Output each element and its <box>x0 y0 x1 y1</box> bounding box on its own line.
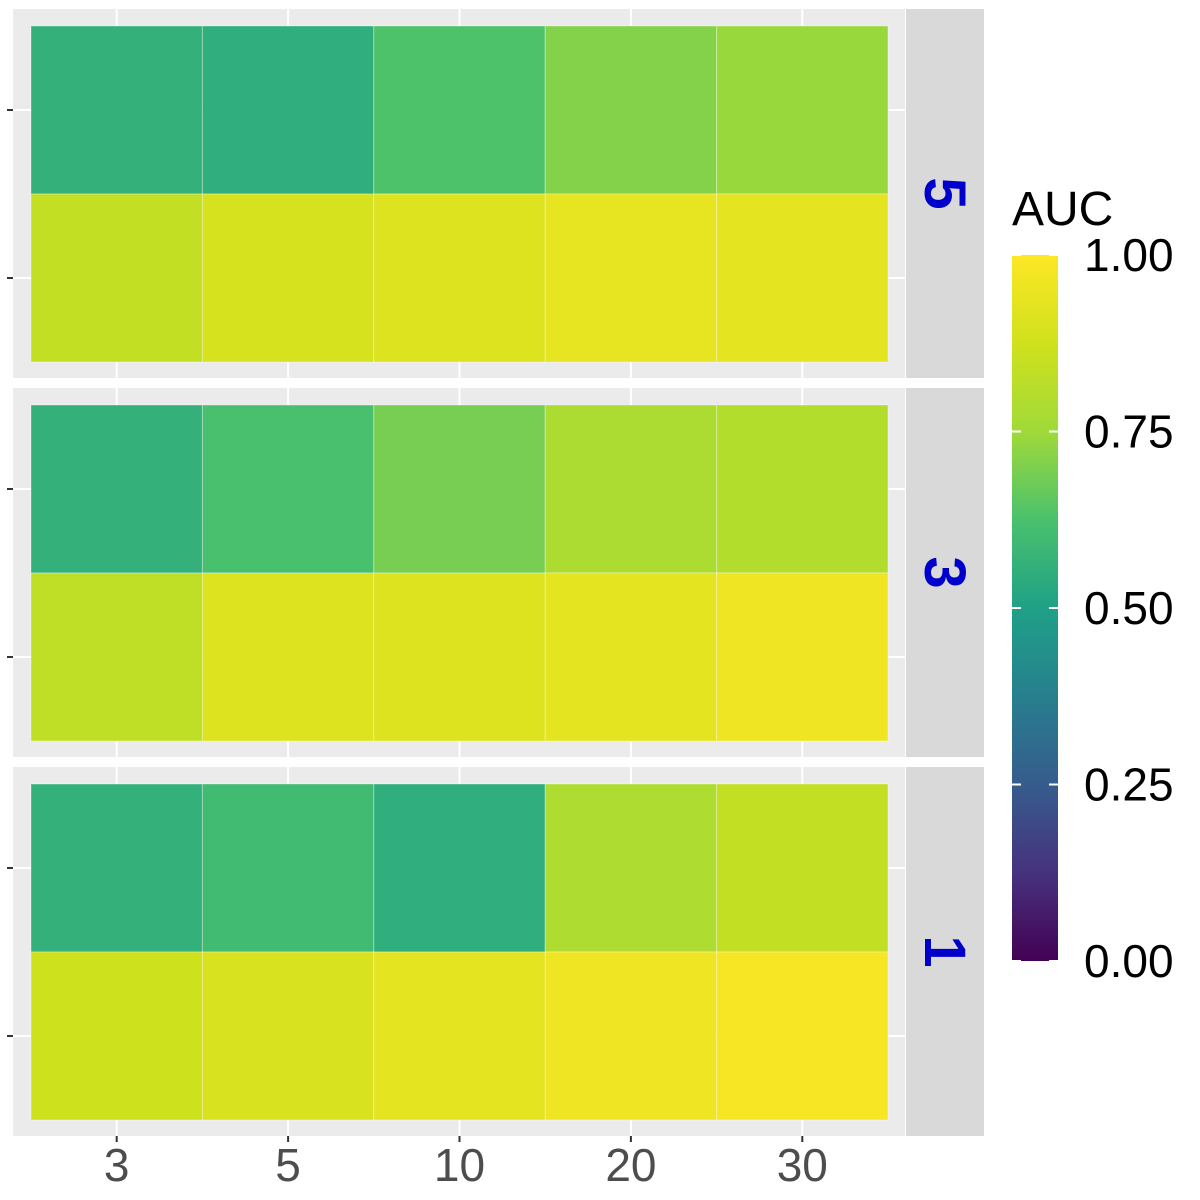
heatmap-cell <box>373 783 546 953</box>
facet-strip-label: 5 <box>912 177 977 209</box>
heatmap-cell <box>373 951 546 1121</box>
heatmap-cell <box>716 25 889 195</box>
heatmap-cell <box>201 404 375 574</box>
facet-strip-label: 3 <box>912 556 977 588</box>
heatmap-cell <box>201 951 375 1121</box>
heatmap-cell <box>544 404 718 574</box>
heatmap-cell <box>30 572 203 742</box>
legend-tick-label: 0.00 <box>1084 935 1174 987</box>
heatmap-cell <box>201 25 375 195</box>
heatmap-cell <box>544 572 718 742</box>
heatmap-cell <box>373 572 546 742</box>
x-tick-label: 3 <box>104 1139 130 1191</box>
heatmap-cell <box>30 951 203 1121</box>
facet-panel-1: 1 <box>7 767 984 1136</box>
heatmap-cell <box>373 25 546 195</box>
heatmap-cell <box>30 25 203 195</box>
legend-tick-label: 0.75 <box>1084 406 1174 458</box>
x-tick-label: 20 <box>605 1139 656 1191</box>
facet-strip <box>906 388 984 757</box>
color-legend: AUC 0.00 0.25 0.50 0.75 1.00 <box>1012 183 1174 987</box>
facet-strip <box>906 767 984 1136</box>
facet-panels: 5 3 1 <box>7 9 984 1136</box>
heatmap-cell <box>716 193 889 363</box>
x-tick-label: 5 <box>275 1139 301 1191</box>
heatmap-cell <box>544 25 718 195</box>
x-tick-label: 10 <box>434 1139 485 1191</box>
heatmap-cell <box>201 783 375 953</box>
heatmap-cell <box>30 404 203 574</box>
heatmap-cell <box>544 783 718 953</box>
x-tick-label: 30 <box>777 1139 828 1191</box>
facet-strip-label: 1 <box>912 935 977 967</box>
heatmap-cell <box>373 193 546 363</box>
facet-strip <box>906 9 984 378</box>
legend-ticks: 0.00 0.25 0.50 0.75 1.00 <box>1012 229 1174 987</box>
legend-tick-label: 0.50 <box>1084 582 1174 634</box>
facet-panel-3: 3 <box>7 388 984 757</box>
heatmap-cell <box>30 193 203 363</box>
heatmap-cell <box>30 783 203 953</box>
x-axis: 3 5 10 20 30 <box>104 1136 828 1191</box>
legend-title: AUC <box>1012 183 1113 236</box>
heatmap-cell <box>544 951 718 1121</box>
facet-panel-5: 5 <box>7 9 984 378</box>
heatmap-cell <box>716 572 889 742</box>
legend-tick-label: 0.25 <box>1084 759 1174 811</box>
heatmap-cell <box>373 404 546 574</box>
heatmap-cell <box>201 193 375 363</box>
heatmap-cell <box>716 951 889 1121</box>
heatmap-cell <box>201 572 375 742</box>
heatmap-cell <box>716 783 889 953</box>
heatmap-cell <box>716 404 889 574</box>
legend-tick-label: 1.00 <box>1084 229 1174 281</box>
heatmap-cell <box>544 193 718 363</box>
